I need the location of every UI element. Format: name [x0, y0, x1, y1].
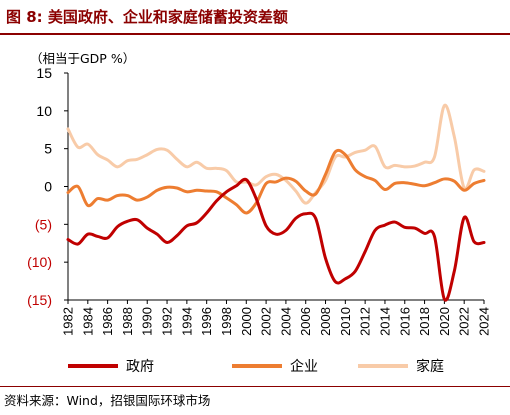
- x-tick-label: 2000: [239, 307, 254, 336]
- x-tick-label: 2022: [457, 307, 472, 336]
- x-tick-label: 2004: [278, 307, 293, 336]
- x-tick-label: 2018: [417, 307, 432, 336]
- series-lines: [66, 103, 486, 302]
- series-line-2: [66, 103, 486, 205]
- legend: 政府 企业 家庭: [68, 358, 444, 375]
- legend-label-2: 家庭: [416, 358, 444, 375]
- x-tick-label: 2014: [377, 307, 392, 336]
- footer-divider: [0, 386, 510, 387]
- x-tick-label: 2006: [298, 307, 313, 336]
- legend-label-0: 政府: [126, 359, 154, 375]
- y-tick-label: (5): [35, 216, 52, 232]
- x-tick-label: 1986: [100, 307, 115, 336]
- source-note: 资料来源：Wind，招银国际环球市场: [4, 393, 211, 408]
- y-tick-label: (15): [27, 292, 52, 308]
- y-axis-unit-label: （相当于GDP %）: [30, 51, 136, 66]
- x-tick-label: 1994: [179, 307, 194, 336]
- title-divider: [0, 33, 510, 35]
- y-tick-label: (10): [27, 254, 52, 270]
- legend-label-1: 企业: [290, 358, 318, 375]
- y-axis-ticks: 15 10 5 0 (5) (10) (15): [27, 65, 68, 308]
- y-tick-label: 15: [36, 65, 52, 81]
- y-tick-label: 5: [44, 141, 52, 157]
- x-tick-label: 1996: [199, 307, 214, 336]
- x-tick-label: 2002: [259, 307, 274, 336]
- x-tick-label: 2008: [318, 307, 333, 336]
- x-tick-label: 1984: [80, 307, 95, 336]
- x-tick-label: 2010: [338, 307, 353, 336]
- y-tick-label: 10: [36, 103, 52, 119]
- x-tick-label: 1988: [120, 307, 135, 336]
- x-tick-label: 1982: [61, 307, 76, 336]
- series-line-0: [66, 177, 486, 302]
- x-axis-ticks: 1982 1984 1986 1988 1990 1992 1994 1996 1998 2000…: [61, 300, 492, 336]
- x-tick-label: 2012: [358, 307, 373, 336]
- x-tick-label: 2024: [477, 307, 492, 336]
- chart-title: 图 8: 美国政府、企业和家庭储蓄投资差额: [6, 8, 288, 26]
- y-tick-label: 0: [44, 179, 52, 195]
- x-tick-label: 1990: [140, 307, 155, 336]
- x-tick-label: 1998: [219, 307, 234, 336]
- x-tick-label: 1992: [160, 307, 175, 336]
- x-tick-label: 2016: [397, 307, 412, 336]
- series-line-1: [66, 148, 486, 215]
- x-tick-label: 2020: [437, 307, 452, 336]
